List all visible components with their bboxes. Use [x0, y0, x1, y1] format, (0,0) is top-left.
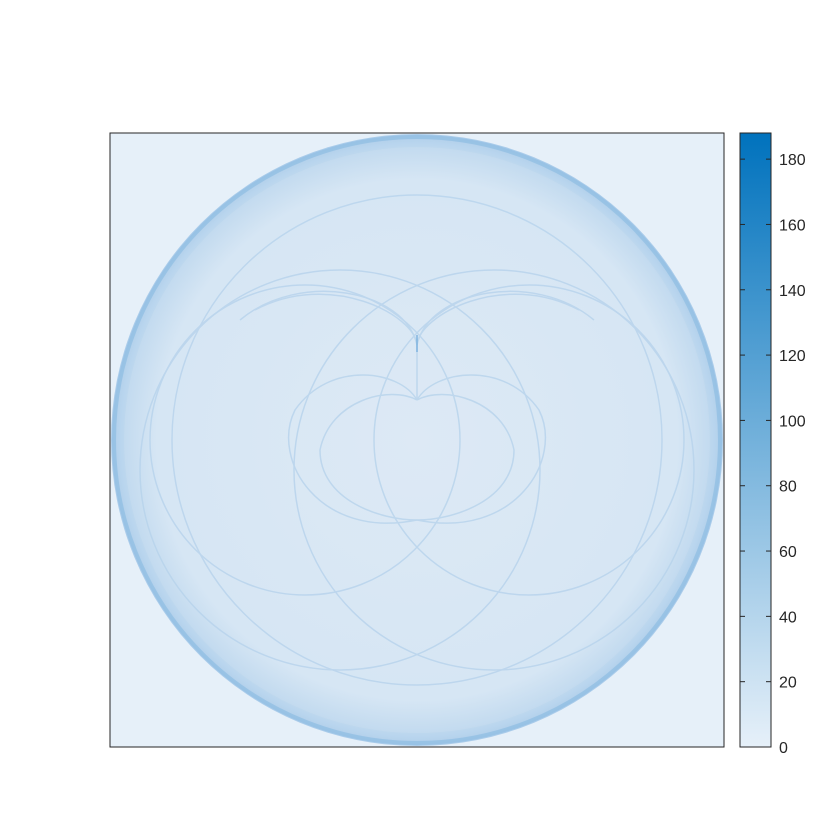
density-inner-curves [139, 194, 695, 686]
colorbar-tick-label: 180 [779, 152, 806, 169]
density-curve-upper-left-lobe [239, 290, 418, 346]
colorbar: 0 20 40 60 80 100 120 140 160 180 [739, 132, 806, 757]
colorbar-tick-label: 140 [779, 283, 806, 300]
density-outer-ring-inner-band [118, 141, 716, 739]
colorbar-gradient [740, 133, 771, 747]
colorbar-tick-label: 100 [779, 413, 806, 430]
plot-axes-border [109, 132, 725, 748]
density-curve-left-circle [149, 284, 461, 596]
heatmap-plot-area [110, 133, 724, 747]
density-curve-center-right-inner [416, 393, 515, 521]
density-curve-wide-left [139, 269, 541, 671]
density-curve-upper-right-lobe [416, 290, 595, 346]
density-outer-ring [112, 135, 722, 745]
colorbar-tick-label: 0 [779, 740, 788, 757]
density-curve-right-circle [373, 284, 685, 596]
density-curve-center-left-inner [319, 393, 418, 521]
colorbar-tick-label: 20 [779, 675, 797, 692]
colorbar-tick-label: 60 [779, 544, 797, 561]
density-curve-upper-circle [171, 194, 663, 686]
colorbar-ticks: 0 20 40 60 80 100 120 140 160 180 [740, 152, 806, 757]
density-curve-upper-left-inner [254, 293, 418, 346]
density-curve-center-left-lobe [287, 374, 418, 524]
colorbar-border [739, 132, 772, 748]
colorbar-tick-label: 80 [779, 479, 797, 496]
density-disk [111, 134, 723, 746]
colorbar-tick-label: 160 [779, 217, 806, 234]
colorbar-tick-label: 40 [779, 609, 797, 626]
density-curve-center-right-lobe [416, 374, 547, 524]
density-curve-wide-right [293, 269, 695, 671]
colorbar-tick-label: 120 [779, 348, 806, 365]
density-curve-upper-right-inner [416, 293, 580, 346]
